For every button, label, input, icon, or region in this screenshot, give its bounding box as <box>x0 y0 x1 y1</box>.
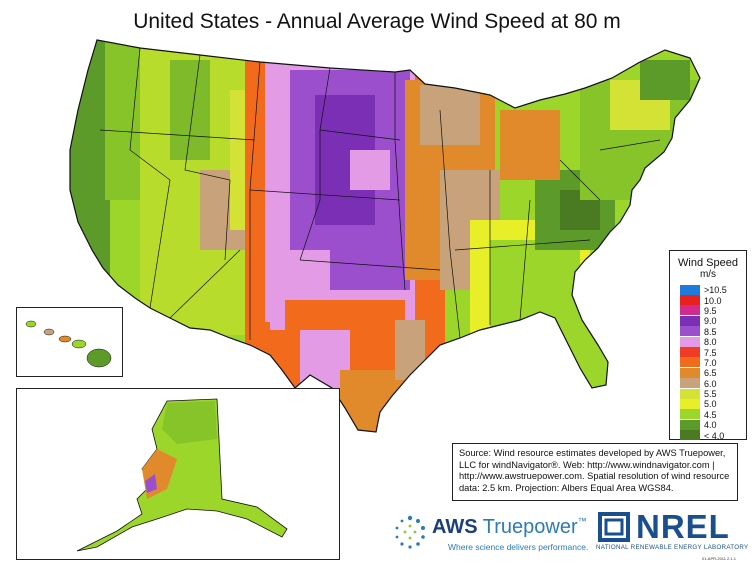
legend-label: 5.0 <box>704 399 717 410</box>
source-line: http://www.awstruepower.com. Spatial res… <box>459 471 730 482</box>
legend-label: 8.5 <box>704 326 717 337</box>
legend-swatch <box>680 284 700 296</box>
date-stamp: 01-APR-2011 2.1.1 <box>702 556 736 561</box>
legend-label: 7.0 <box>704 357 717 368</box>
legend-item: 4.0 <box>680 419 746 431</box>
map-title: United States - Annual Average Wind Spee… <box>133 10 621 33</box>
legend-label: 9.0 <box>704 316 717 327</box>
legend-label: 8.0 <box>704 337 717 348</box>
legend-label: 6.5 <box>704 368 717 379</box>
nrel-logo: NREL NATIONAL RENEWABLE ENERGY LABORATOR… <box>596 508 749 560</box>
legend-swatch <box>680 336 700 348</box>
legend-label: 5.5 <box>704 389 717 400</box>
aws-trademark: ™ <box>577 516 587 526</box>
legend-swatch <box>680 305 700 317</box>
aws-swirl-icon <box>395 515 425 549</box>
legend-items: >10.5 10.0 9.5 9.0 8.5 8.0 7.5 7.0 6.5 6.0 5.5 5.0 4… <box>670 284 746 442</box>
legend-label: 7.5 <box>704 347 717 358</box>
legend-item: 6.5 <box>680 367 746 379</box>
alaska-inset <box>16 388 340 560</box>
legend-title: Wind Speed <box>678 257 738 269</box>
legend-swatch <box>680 326 700 338</box>
legend-item: 6.0 <box>680 378 746 390</box>
aws-truepower-logo: AWS Truepower™ Where science delivers pe… <box>390 510 590 556</box>
legend-label: 4.0 <box>704 420 717 431</box>
nrel-name: NREL <box>636 508 730 545</box>
legend-swatch <box>680 295 700 307</box>
legend-item: 8.0 <box>680 336 746 348</box>
legend-swatch <box>680 419 700 431</box>
legend-swatch <box>680 378 700 390</box>
legend-swatch <box>680 367 700 379</box>
legend-swatch <box>680 409 700 421</box>
legend-swatch <box>680 430 700 442</box>
legend-item: 10.0 <box>680 295 746 307</box>
legend-item: 8.5 <box>680 326 746 338</box>
source-line: data: 2.5 km. Projection: Albers Equal A… <box>459 482 674 493</box>
alaska-map <box>76 398 288 552</box>
aws-name: AWS Truepower™ <box>432 516 587 539</box>
aws-truepower: Truepower <box>482 516 578 538</box>
wind-speed-legend: Wind Speed m/s >10.5 10.0 9.5 9.0 8.5 8.0 7.5 7… <box>669 250 747 442</box>
hawaii-inset <box>16 307 123 377</box>
legend-swatch <box>680 347 700 359</box>
aws-brand: AWS <box>432 516 478 538</box>
legend-item: 5.5 <box>680 388 746 400</box>
source-note: Source: Wind resource estimates develope… <box>452 443 738 501</box>
legend-label: < 4.0 <box>704 430 725 441</box>
legend-item: 5.0 <box>680 399 746 410</box>
legend-swatch <box>680 399 700 410</box>
hawaii-map <box>25 320 112 368</box>
source-line: Source: Wind resource estimates develope… <box>459 448 726 458</box>
legend-label: 6.0 <box>704 378 717 389</box>
aws-tagline: Where science delivers performance. <box>448 542 589 552</box>
legend-swatch <box>680 315 700 327</box>
legend-item: 9.0 <box>680 315 746 327</box>
legend-item: 9.5 <box>680 305 746 317</box>
legend-label: 10.0 <box>704 295 722 306</box>
state-boundaries <box>99 47 661 340</box>
legend-swatch <box>680 388 700 400</box>
legend-item: 7.0 <box>680 357 746 369</box>
legend-units: m/s <box>699 269 717 280</box>
source-line: LLC for windNavigator®. Web: http://www.… <box>459 459 715 470</box>
legend-item: 4.5 <box>680 409 746 421</box>
legend-label: 4.5 <box>704 409 717 420</box>
legend-label: >10.5 <box>704 285 727 296</box>
nrel-subtitle: NATIONAL RENEWABLE ENERGY LABORATORY <box>596 544 749 551</box>
legend-label: 9.5 <box>704 305 717 316</box>
nrel-emblem-icon <box>598 512 630 542</box>
legend-item: >10.5 <box>680 284 746 296</box>
wind-speed-raster <box>70 40 700 432</box>
legend-swatch <box>680 357 700 369</box>
us-outline <box>69 39 701 433</box>
legend-item: < 4.0 <box>680 430 746 442</box>
legend-item: 7.5 <box>680 347 746 359</box>
